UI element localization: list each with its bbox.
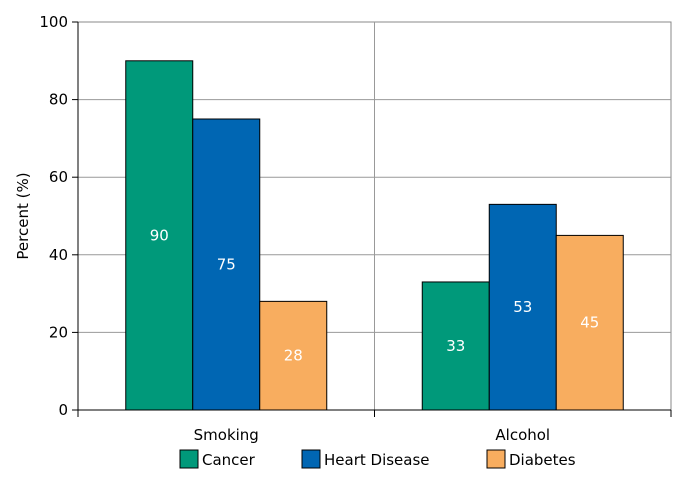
data-label: 53 <box>513 298 532 316</box>
data-label: 28 <box>284 347 303 365</box>
x-tick-label: Alcohol <box>495 426 550 444</box>
y-tick-label: 60 <box>49 168 68 186</box>
bar-heart-disease-alcohol <box>488 203 557 411</box>
legend-label: Diabetes <box>509 451 576 469</box>
data-label: 33 <box>446 337 465 355</box>
y-tick-label: 100 <box>39 13 68 31</box>
y-tick-label: 0 <box>58 401 68 419</box>
data-label: 45 <box>580 314 599 332</box>
data-label: 75 <box>217 256 236 274</box>
legend-swatch-diabetes <box>486 449 506 469</box>
bar-diabetes-alcohol <box>555 234 624 411</box>
legend-label: Heart Disease <box>324 451 430 469</box>
axes: 0 20 40 60 80 100 Smoking Alcohol <box>39 13 672 444</box>
bar-cancer-alcohol <box>421 281 490 411</box>
legend-swatch-heart-disease <box>301 449 321 469</box>
bar-diabetes-smoking <box>259 300 328 411</box>
bar-heart-disease-smoking <box>192 118 261 411</box>
y-axis-title: Percent (%) <box>14 172 32 259</box>
y-tick-label: 40 <box>49 246 68 264</box>
x-tick-label: Smoking <box>194 426 259 444</box>
data-label: 90 <box>150 226 169 244</box>
legend: Cancer Heart Disease Diabetes <box>179 449 576 469</box>
legend-swatch-cancer <box>179 449 199 469</box>
y-tick-label: 20 <box>49 323 68 341</box>
bars: 90 75 28 33 53 45 <box>125 60 624 411</box>
bar-cancer-smoking <box>125 60 194 411</box>
legend-label: Cancer <box>202 451 256 469</box>
y-tick-label: 80 <box>49 91 68 109</box>
